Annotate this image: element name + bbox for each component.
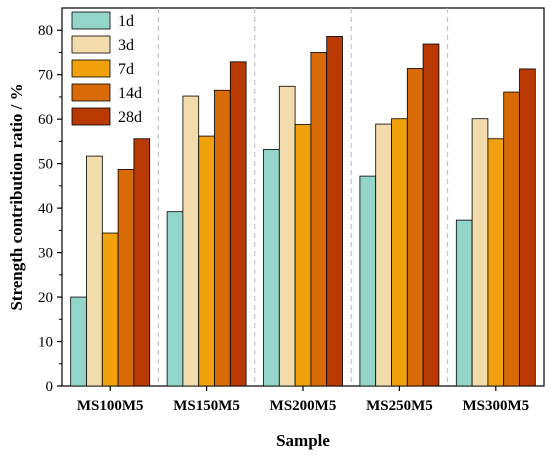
bar-ms250m5-1d	[359, 175, 377, 387]
bars	[70, 36, 536, 387]
bar-ms200m5-1d	[263, 149, 280, 387]
bar-ms100m5-3d	[86, 155, 103, 387]
legend-swatch-1d	[71, 11, 111, 30]
bar-ms100m5-28d	[133, 138, 151, 387]
bar-ms100m5-1d	[70, 296, 87, 387]
x-tick-label: MS200M5	[270, 398, 337, 414]
bar-ms250m5-14d	[406, 68, 424, 387]
y-tick-label: 0	[46, 379, 54, 395]
bar-ms250m5-28d	[422, 43, 440, 387]
legend-swatch-14d	[71, 83, 111, 102]
legend-swatch-28d	[71, 107, 111, 126]
x-tick-label: MS300M5	[462, 398, 529, 414]
x-tick-label: MS100M5	[77, 398, 144, 414]
legend-label-28d: 28d	[118, 109, 142, 126]
bar-ms200m5-14d	[310, 52, 328, 387]
x-tick-label: MS150M5	[173, 398, 240, 414]
bar-ms300m5-7d	[487, 138, 505, 387]
bar-ms200m5-28d	[326, 36, 343, 387]
y-tick-label: 80	[38, 23, 53, 39]
legend-swatch-3d	[71, 35, 111, 54]
bar-ms100m5-7d	[101, 232, 119, 387]
bar-ms100m5-14d	[117, 169, 135, 387]
y-tick-label: 10	[38, 335, 53, 351]
bar-ms300m5-14d	[503, 91, 520, 387]
bar-ms300m5-1d	[455, 219, 473, 387]
legend-swatch-7d	[71, 59, 111, 78]
y-tick-label: 40	[38, 201, 53, 217]
bar-ms300m5-3d	[471, 118, 489, 387]
bar-ms150m5-3d	[182, 95, 200, 387]
bar-ms150m5-7d	[198, 135, 215, 387]
y-axis: 0 10 20 30 40 50 60 70 80	[38, 23, 62, 395]
legend-label-7d: 7d	[118, 61, 134, 78]
legend: 1d 3d 7d 14d 28d	[71, 11, 142, 126]
y-tick-label: 60	[38, 112, 53, 128]
bar-ms200m5-3d	[278, 85, 296, 387]
y-axis-title: Strength contribution ratio / %	[7, 83, 26, 310]
y-tick-label: 20	[38, 290, 53, 306]
legend-label-3d: 3d	[118, 37, 134, 54]
bar-ms150m5-28d	[229, 61, 247, 387]
bar-ms300m5-28d	[519, 68, 536, 387]
legend-label-14d: 14d	[118, 85, 142, 102]
x-tick-label: MS250M5	[366, 398, 433, 414]
bar-ms250m5-7d	[391, 118, 408, 387]
bar-ms250m5-3d	[375, 123, 392, 387]
y-tick-label: 30	[38, 246, 53, 262]
legend-label-1d: 1d	[118, 13, 134, 30]
bar-ms150m5-1d	[166, 211, 184, 387]
y-tick-label: 70	[38, 68, 53, 84]
y-tick-label: 50	[38, 157, 53, 173]
bar-ms200m5-7d	[294, 124, 312, 387]
x-axis-title: Sample	[276, 431, 330, 450]
bar-ms150m5-14d	[214, 89, 231, 387]
category-separators	[157, 8, 449, 386]
x-axis: MS100M5 MS150M5 MS200M5 MS250M5 MS300M5	[77, 386, 529, 414]
